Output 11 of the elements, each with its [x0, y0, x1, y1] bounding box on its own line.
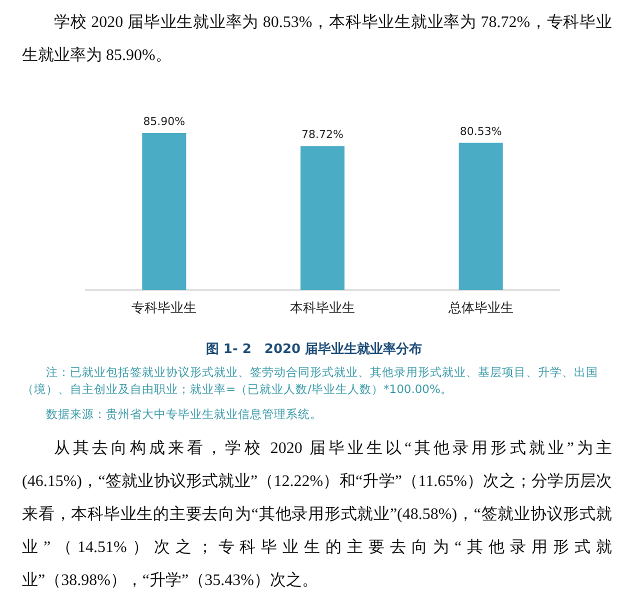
- x-tick-label: 本科毕业生: [290, 301, 355, 316]
- data-label: 85.90%: [143, 115, 186, 128]
- annotation: 注：已就业包括签就业协议形式就业、签劳动合同形式就业、其他录用形式就业、基层项目、升学、出国（境）、自主创业及自由职业；就业率=（已就业人数/毕业生人数）*100.00%。: [22, 364, 599, 398]
- x-tick-label: 总体毕业生: [447, 301, 514, 316]
- data-label: 78.72%: [302, 128, 344, 142]
- text: 图 1- 2 2020 届毕业生就业率分布: [206, 341, 422, 357]
- annotation: 从其去向构成来看，学校 2020 届毕业生以“其他录用形式就业”为主(46.15%)，“签就业协议形式就业”（12.22%）和“升学”（11.65%）次之；分学历层次来看，本科毕业生的主要去向为“其他录用形式就业”(48.58%)，“签就业协议形式就业”（14.51%）次之；专科毕业生的主要去向为“其他录用形式就业”（38.98%），“升学”（35.43%）次之。: [22, 438, 612, 591]
- x-tick-label: 专科毕业生: [132, 301, 197, 316]
- annotation: 数据来源：贵州省大中专毕业生就业信息管理系统。: [45, 406, 323, 423]
- annotation: 学校 2020 届毕业生就业率为 80.53%，本科毕业生就业率为 78.72%，专科毕业生就业率为 85.90%。: [22, 12, 612, 66]
- data-label: 80.53%: [460, 124, 502, 138]
